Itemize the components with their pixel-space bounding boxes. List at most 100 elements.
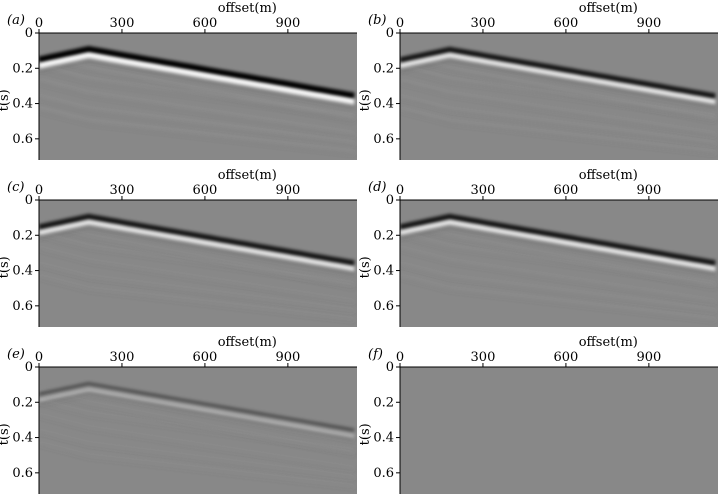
direct-wave-peak <box>400 53 716 105</box>
weak-reflection <box>39 413 355 469</box>
y-tick-label: 0 <box>25 26 33 41</box>
y-tick-label: 0.6 <box>12 132 33 147</box>
y-axis-title: t(s) <box>358 256 373 278</box>
x-axis-title: offset(m) <box>579 168 638 183</box>
weak-reflection-trough <box>39 81 355 137</box>
direct-wave-peak <box>39 220 355 272</box>
x-axis-title: offset(m) <box>579 1 638 16</box>
weak-reflection-trough <box>39 430 355 480</box>
direct-wave-peak <box>400 220 716 272</box>
x-tick-label: 0 <box>396 350 404 365</box>
x-tick-label: 0 <box>35 16 43 31</box>
y-axis-title: t(s) <box>358 89 373 111</box>
x-tick-label: 300 <box>110 183 135 198</box>
y-tick-label: 0.6 <box>373 132 394 147</box>
x-tick-label: 600 <box>553 16 578 31</box>
weak-reflection-trough <box>400 56 716 122</box>
x-axis-title: offset(m) <box>218 1 277 16</box>
x-tick-label: 0 <box>35 183 43 198</box>
x-tick-label: 300 <box>471 183 496 198</box>
direct-wave-trough <box>400 46 716 99</box>
panel-label: (e) <box>7 347 25 362</box>
weak-reflection-trough <box>400 81 716 137</box>
y-axis-title: t(s) <box>0 256 12 278</box>
weak-reflection-trough <box>39 390 355 456</box>
y-tick-label: 0.2 <box>12 228 33 243</box>
direct-wave-peak <box>39 52 355 106</box>
y-tick-label: 0.4 <box>373 431 394 446</box>
y-tick-label: 0.6 <box>373 466 394 481</box>
y-axis-title: t(s) <box>0 423 12 445</box>
y-tick-label: 0.2 <box>373 61 394 76</box>
panel-label: (b) <box>368 13 386 28</box>
weak-reflection <box>39 429 355 478</box>
x-tick-label: 0 <box>396 16 404 31</box>
x-tick-label: 600 <box>553 183 578 198</box>
weak-reflection-trough <box>400 263 716 313</box>
y-tick-label: 0.2 <box>12 61 33 76</box>
weak-reflection <box>400 262 716 311</box>
direct-wave-sidelobe <box>39 391 355 442</box>
y-axis-title: t(s) <box>0 89 12 111</box>
weak-reflection <box>400 274 716 320</box>
weak-reflection <box>39 246 355 302</box>
weak-reflection-trough <box>39 96 355 146</box>
weak-reflection-trough <box>39 56 355 122</box>
x-tick-label: 900 <box>275 16 300 31</box>
y-tick-label: 0.6 <box>12 299 33 314</box>
direct-wave-sidelobe <box>400 57 716 108</box>
direct-wave-peak <box>39 388 355 438</box>
weak-reflection-trough <box>400 248 716 304</box>
direct-wave-trough <box>39 213 355 266</box>
y-tick-label: 0.4 <box>12 431 33 446</box>
y-tick-label: 0 <box>386 360 394 375</box>
y-tick-label: 0 <box>386 26 394 41</box>
weak-reflection-trough <box>400 276 716 322</box>
x-tick-label: 0 <box>35 350 43 365</box>
weak-reflection <box>400 95 716 144</box>
y-tick-label: 0.2 <box>373 228 394 243</box>
weak-reflection <box>39 95 355 144</box>
weak-reflection-trough <box>39 276 355 322</box>
weak-reflection-trough <box>39 443 355 489</box>
weak-reflection <box>39 274 355 320</box>
y-tick-label: 0.2 <box>12 395 33 410</box>
weak-reflection <box>400 221 716 288</box>
weak-reflection-trough <box>39 263 355 313</box>
x-tick-label: 900 <box>275 350 300 365</box>
direct-wave-trough <box>400 213 716 266</box>
y-tick-label: 0.2 <box>373 395 394 410</box>
direct-wave-sidelobe <box>400 224 716 275</box>
x-tick-label: 600 <box>553 350 578 365</box>
weak-reflection <box>400 79 716 135</box>
x-tick-label: 600 <box>192 183 217 198</box>
weak-reflection <box>39 79 355 135</box>
panel-label: (a) <box>7 13 25 28</box>
x-tick-label: 600 <box>192 16 217 31</box>
y-tick-label: 0 <box>386 193 394 208</box>
x-tick-label: 300 <box>471 16 496 31</box>
panel-background <box>400 367 718 494</box>
panel-label: (f) <box>368 347 383 362</box>
x-axis-title: offset(m) <box>218 335 277 350</box>
x-tick-label: 600 <box>192 350 217 365</box>
x-tick-label: 300 <box>110 16 135 31</box>
y-tick-label: 0 <box>25 360 33 375</box>
weak-reflection-trough <box>39 415 355 471</box>
weak-reflection <box>39 54 355 121</box>
y-tick-label: 0.4 <box>373 264 394 279</box>
direct-wave-sidelobe <box>39 57 355 108</box>
x-axis-title: offset(m) <box>218 168 277 183</box>
weak-reflection <box>400 107 716 153</box>
weak-reflection <box>39 441 355 487</box>
weak-reflection-trough <box>39 109 355 155</box>
x-tick-label: 300 <box>471 350 496 365</box>
weak-reflection <box>39 107 355 153</box>
y-tick-label: 0.4 <box>12 97 33 112</box>
weak-reflection <box>39 388 355 455</box>
y-axis-title: t(s) <box>358 423 373 445</box>
